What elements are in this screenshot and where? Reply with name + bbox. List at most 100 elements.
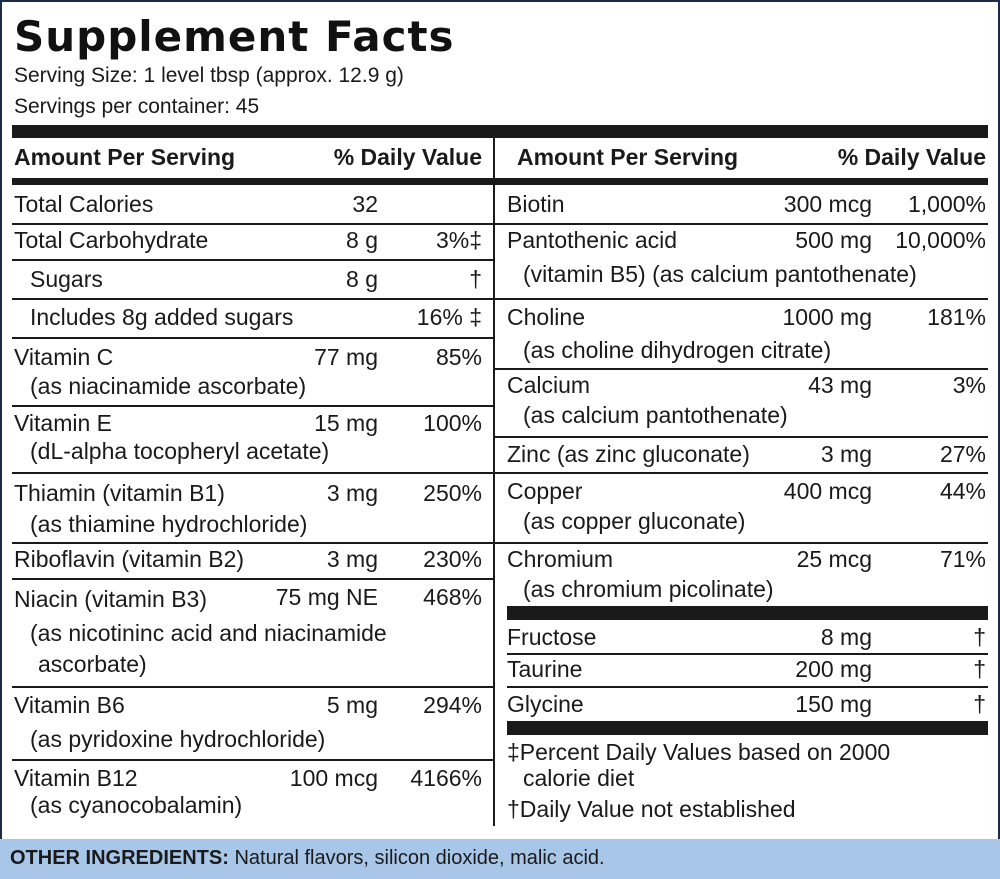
row-divider (12, 542, 493, 544)
nutrient-name: Fructose (507, 624, 597, 650)
footnote-dv-not-established: †Daily Value not established (507, 796, 796, 822)
nutrient-amount: 3 mg (326, 546, 378, 572)
row-divider (12, 578, 493, 580)
nutrient-amount: 300 mcg (783, 191, 872, 217)
nutrient-amount: 200 mg (795, 656, 872, 682)
nutrient-name: Vitamin E (14, 410, 113, 436)
nutrient-amount: 8 g (346, 266, 378, 292)
nutrient-name: Taurine (507, 656, 583, 682)
top-thick-rule (12, 125, 988, 138)
nutrient-name: Copper (507, 478, 583, 504)
right-header-dv: % Daily Value (837, 144, 986, 170)
row-divider (495, 472, 988, 474)
nutrient-name: Pantothenic acid (507, 227, 678, 253)
nutrient-dv: 1,000% (907, 191, 986, 217)
nutrient-dv: 100% (423, 410, 482, 436)
nutrient-dv: 71% (939, 546, 986, 572)
nutrient-name: Sugars (30, 266, 103, 292)
nutrient-amount: 43 mg (808, 372, 872, 398)
nutrient-dv: 16% ‡ (416, 304, 482, 330)
row-divider (12, 337, 493, 339)
right-header-amount: Amount Per Serving (517, 144, 739, 170)
nutrient-amount: 3 mg (820, 441, 872, 467)
servings-per-container: Servings per container: 45 (14, 95, 260, 118)
other-ingredients-text: Natural flavors, silicon dioxide, malic … (228, 847, 605, 869)
footnote-dv-basis: ‡Percent Daily Values based on 2000 (507, 739, 891, 765)
nutrient-amount: 100 mcg (289, 765, 378, 791)
serving-size: Serving Size: 1 level tbsp (approx. 12.9… (14, 64, 404, 87)
nutrient-amount: 32 (352, 191, 378, 217)
nutrient-amount: 150 mg (795, 691, 872, 717)
nutrient-name: Chromium (507, 546, 614, 572)
nutrient-name: Vitamin B6 (14, 692, 125, 718)
other-ingredients-bar: OTHER INGREDIENTS: Natural flavors, sili… (0, 839, 1000, 879)
nutrient-amount: 3 mg (326, 480, 378, 506)
nutrient-name: Includes 8g added sugars (30, 304, 294, 330)
nutrient-name: Calcium (507, 372, 591, 398)
left-header-amount: Amount Per Serving (14, 144, 236, 170)
nutrient-amount: 77 mg (314, 344, 378, 370)
nutrient-amount: 15 mg (314, 410, 378, 436)
nutrient-name: Biotin (507, 191, 565, 217)
nutrient-dv: † (973, 656, 986, 682)
right-mid-thick-rule (507, 606, 988, 620)
nutrient-source: (as thiamine hydrochloride) (30, 511, 308, 537)
nutrient-source-cont: ascorbate) (38, 651, 147, 677)
left-header-rule (12, 178, 493, 185)
nutrient-name: Vitamin B12 (14, 765, 138, 791)
nutrient-amount: 8 g (346, 227, 378, 253)
nutrient-source: (as niacinamide ascorbate) (30, 373, 307, 399)
nutrient-name: Glycine (507, 691, 584, 717)
right-bottom-thick-rule (507, 721, 988, 735)
other-ingredients-label: OTHER INGREDIENTS: (10, 847, 229, 869)
nutrient-dv: 27% (939, 441, 986, 467)
nutrient-name: Zinc (as zinc gluconate) (507, 441, 750, 467)
nutrient-amount: 500 mg (795, 227, 872, 253)
left-header-dv: % Daily Value (333, 144, 482, 170)
right-header-rule (495, 178, 988, 185)
nutrient-dv: 3% (952, 372, 986, 398)
row-divider (12, 759, 493, 761)
row-divider (12, 686, 493, 688)
row-divider (495, 368, 988, 370)
nutrient-name: Choline (507, 304, 585, 330)
nutrient-name: Total Calories (14, 191, 154, 217)
nutrient-amount: 8 mg (820, 624, 872, 650)
nutrient-source: (dL-alpha tocopheryl acetate) (30, 438, 330, 464)
nutrient-dv: 44% (939, 478, 986, 504)
row-divider (12, 405, 493, 407)
nutrient-dv: † (973, 691, 986, 717)
nutrient-amount: 25 mcg (796, 546, 872, 572)
row-divider (495, 542, 988, 544)
nutrient-amount: 1000 mg (782, 304, 872, 330)
nutrient-amount: 5 mg (326, 692, 378, 718)
nutrient-source: (as copper gluconate) (523, 508, 746, 534)
nutrient-source: (as choline dihydrogen citrate) (523, 337, 832, 363)
nutrient-source: (vitamin B5) (as calcium pantothenate) (523, 261, 917, 287)
nutrient-name: Total Carbohydrate (14, 227, 209, 253)
nutrient-name: Niacin (vitamin B3) (14, 586, 207, 612)
nutrient-dv: 4166% (410, 765, 482, 791)
nutrient-name: Thiamin (vitamin B1) (14, 480, 225, 506)
nutrient-dv: 3%‡ (435, 227, 482, 253)
nutrient-source: (as chromium picolinate) (523, 576, 774, 602)
row-divider (495, 223, 988, 225)
row-divider (12, 223, 493, 225)
panel-title: Supplement Facts (14, 12, 455, 61)
nutrient-dv: † (469, 266, 482, 292)
nutrient-name: Riboflavin (vitamin B2) (14, 546, 245, 572)
nutrient-dv: 85% (435, 344, 482, 370)
nutrient-dv: 294% (423, 692, 482, 718)
nutrient-source: (as pyridoxine hydrochloride) (30, 726, 326, 752)
nutrient-amount: 400 mcg (783, 478, 872, 504)
nutrient-dv: † (973, 624, 986, 650)
row-divider (507, 686, 988, 688)
nutrient-source: (as cyanocobalamin) (30, 792, 243, 818)
nutrient-source: (as nicotininc acid and niacinamide (30, 620, 387, 646)
footnote-dv-basis-cont: calorie diet (523, 765, 635, 791)
nutrient-source: (as calcium pantothenate) (523, 402, 788, 428)
row-divider (495, 298, 988, 300)
nutrient-name: Vitamin C (14, 344, 114, 370)
row-divider (12, 472, 493, 474)
